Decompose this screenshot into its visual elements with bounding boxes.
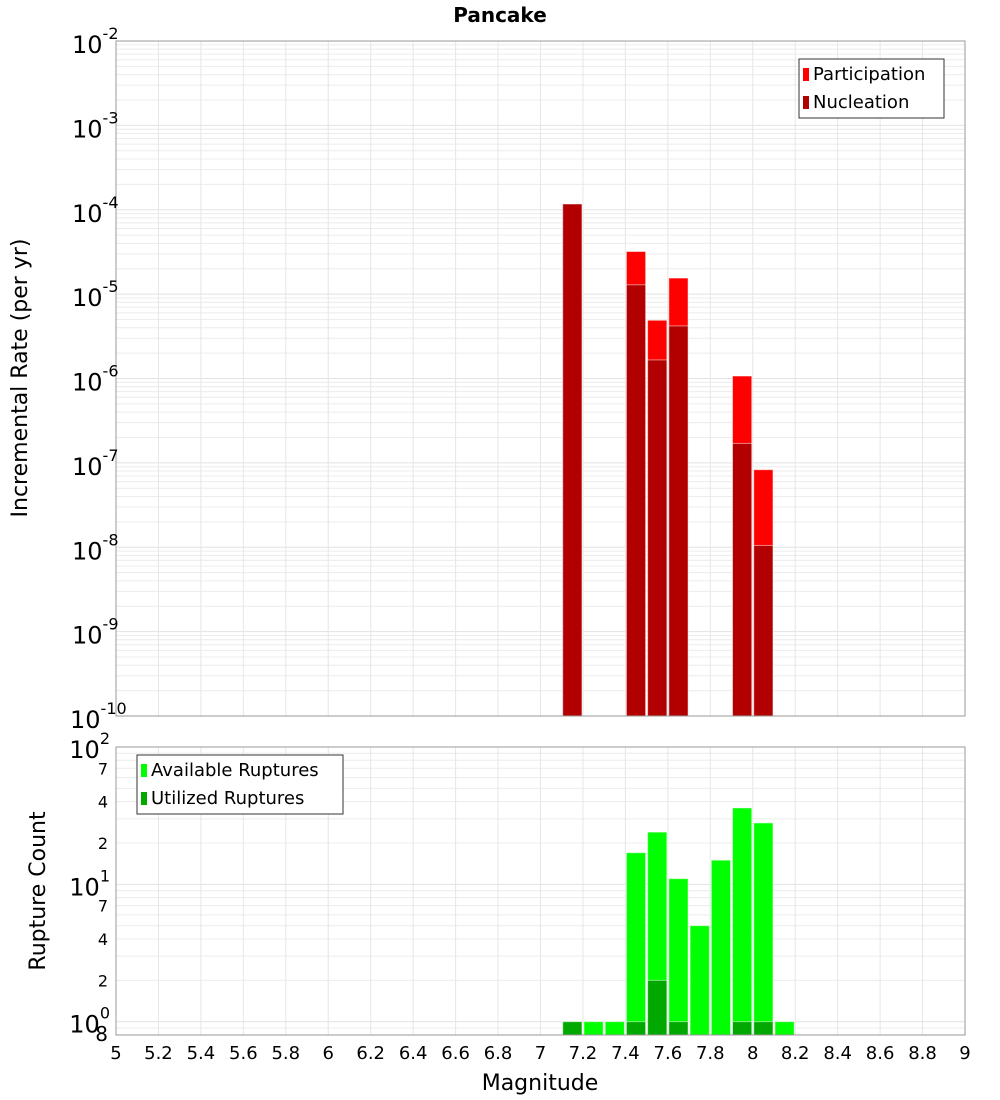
top-y-tick-label: 10-10 <box>70 699 127 734</box>
bottom-bar-available-ruptures <box>668 878 689 1036</box>
x-tick-label: 5.6 <box>229 1043 258 1064</box>
bottom-bar-utilized-ruptures <box>562 1021 583 1036</box>
top-legend <box>798 58 945 119</box>
top-y-tick-label: 10-8 <box>72 530 119 565</box>
bottom-bar-available-ruptures <box>604 1021 625 1036</box>
top-bar-nucleation <box>647 359 668 717</box>
top-legend-swatch <box>803 96 809 109</box>
top-bar-nucleation <box>562 203 583 717</box>
x-tick-label: 6.8 <box>484 1043 513 1064</box>
bottom-y-minor-tick-label: 4 <box>98 793 108 812</box>
bottom-bar-available-ruptures <box>689 925 710 1036</box>
bottom-bar-utilized-ruptures <box>732 1021 753 1036</box>
top-bar-nucleation <box>732 442 753 717</box>
bottom-y-minor-tick-label: 2 <box>98 834 108 853</box>
bottom-y-minor-tick-label: 2 <box>98 971 108 990</box>
top-plot-border <box>115 40 966 717</box>
x-axis-label: Magnitude <box>482 1071 599 1096</box>
top-legend-label: Participation <box>813 64 925 85</box>
top-y-tick-label: 10-2 <box>72 24 119 59</box>
x-tick-label: 7 <box>535 1043 546 1064</box>
bottom-legend <box>136 754 344 815</box>
bottom-bar-utilized-ruptures <box>668 1021 689 1036</box>
bottom-legend-swatch <box>141 792 147 805</box>
bottom-bar-available-ruptures <box>774 1021 795 1036</box>
bottom-legend-label: Available Ruptures <box>151 760 319 781</box>
top-y-tick-label: 10-5 <box>72 277 119 312</box>
bottom-bar-available-ruptures <box>753 822 774 1036</box>
top-legend-swatch <box>803 68 809 81</box>
x-tick-label: 8 <box>747 1043 758 1064</box>
x-tick-label: 6 <box>323 1043 334 1064</box>
x-tick-label: 5.2 <box>144 1043 173 1064</box>
bottom-bar-utilized-ruptures <box>625 1021 647 1036</box>
x-tick-label: 5 <box>110 1043 121 1064</box>
x-tick-label: 6.2 <box>356 1043 385 1064</box>
top-bar-nucleation <box>668 325 689 717</box>
top-bar-nucleation <box>753 544 774 717</box>
x-tick-label: 7.4 <box>611 1043 640 1064</box>
bottom-bar-available-ruptures <box>625 852 647 1036</box>
x-tick-label: 6.6 <box>441 1043 470 1064</box>
top-y-tick-label: 10-9 <box>72 615 119 650</box>
bottom-y-minor-tick-label: 7 <box>98 897 108 916</box>
x-tick-label: 8.6 <box>866 1043 895 1064</box>
x-tick-label: 9 <box>959 1043 970 1064</box>
x-tick-label: 5.4 <box>187 1043 216 1064</box>
bottom-bar-utilized-ruptures <box>753 1021 774 1036</box>
bottom-y-axis-label: Rupture Count <box>26 811 51 971</box>
top-y-tick-label: 10-7 <box>72 446 119 481</box>
chart-title: Pancake <box>453 3 547 27</box>
top-bar-nucleation <box>625 284 647 717</box>
bottom-y-minor-tick-label: 4 <box>98 930 108 949</box>
x-tick-label: 6.4 <box>399 1043 428 1064</box>
bottom-bar-available-ruptures <box>583 1021 604 1036</box>
bottom-plot-border <box>115 746 966 1036</box>
bottom-bar-utilized-ruptures <box>647 979 668 1036</box>
top-legend-label: Nucleation <box>813 92 909 113</box>
bottom-y-tick-label: 100 <box>69 1004 110 1039</box>
top-y-tick-label: 10-4 <box>72 193 119 228</box>
x-tick-label: 7.2 <box>569 1043 598 1064</box>
bottom-y-tick-label: 101 <box>69 866 110 901</box>
x-tick-label: 7.6 <box>654 1043 683 1064</box>
top-y-tick-label: 10-3 <box>72 108 119 143</box>
top-y-tick-label: 10-6 <box>72 362 119 397</box>
bottom-y-minor-tick-label: 8 <box>95 1022 108 1046</box>
x-tick-label: 8.8 <box>908 1043 937 1064</box>
bottom-y-minor-tick-label: 7 <box>98 759 108 778</box>
x-tick-label: 8.2 <box>781 1043 810 1064</box>
bottom-y-tick-label: 102 <box>69 729 110 764</box>
bottom-legend-label: Utilized Ruptures <box>151 788 304 809</box>
bottom-bar-available-ruptures <box>732 807 753 1036</box>
x-tick-label: 8.4 <box>823 1043 852 1064</box>
top-y-axis-label: Incremental Rate (per yr) <box>8 239 33 518</box>
x-tick-label: 7.8 <box>696 1043 725 1064</box>
bottom-legend-swatch <box>141 764 147 777</box>
bottom-bar-available-ruptures <box>710 859 732 1036</box>
x-tick-label: 5.8 <box>271 1043 300 1064</box>
